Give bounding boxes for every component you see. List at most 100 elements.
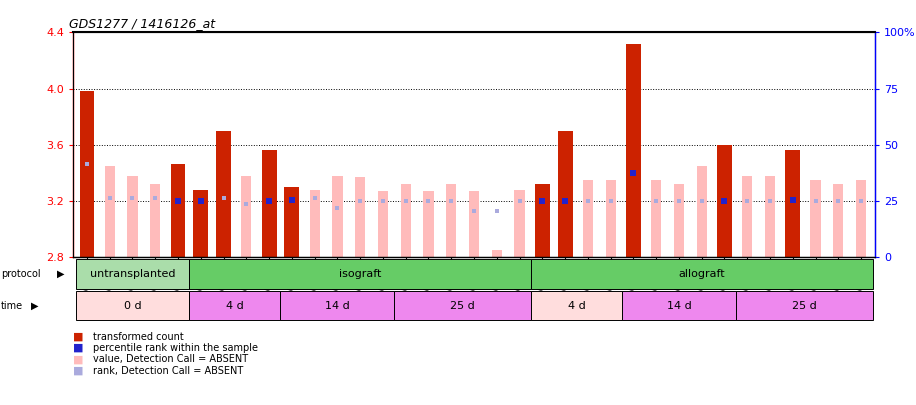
Bar xyxy=(355,177,365,257)
Bar xyxy=(535,184,550,257)
Bar xyxy=(423,191,433,257)
Text: 4 d: 4 d xyxy=(568,301,585,311)
Bar xyxy=(651,180,661,257)
Text: 4 d: 4 d xyxy=(226,301,244,311)
Text: ▶: ▶ xyxy=(57,269,64,279)
Bar xyxy=(856,180,867,257)
Bar xyxy=(605,180,616,257)
Point xyxy=(216,195,231,201)
Point xyxy=(80,161,94,168)
Point xyxy=(604,198,618,204)
Point xyxy=(262,198,277,204)
Bar xyxy=(531,259,873,289)
Bar xyxy=(377,191,388,257)
Point xyxy=(285,196,300,203)
Text: 25 d: 25 d xyxy=(791,301,816,311)
Point xyxy=(330,205,344,211)
Text: isograft: isograft xyxy=(339,269,381,279)
Text: ■: ■ xyxy=(73,366,83,375)
Text: ■: ■ xyxy=(73,332,83,341)
Point xyxy=(444,198,459,204)
Point xyxy=(808,198,823,204)
Bar xyxy=(492,250,502,257)
Point xyxy=(627,170,641,176)
Point xyxy=(489,208,504,214)
Bar xyxy=(583,180,593,257)
Bar xyxy=(80,92,94,257)
Bar xyxy=(333,176,343,257)
Bar xyxy=(190,259,531,289)
Bar xyxy=(515,190,525,257)
Bar xyxy=(531,291,622,320)
Bar xyxy=(280,291,394,320)
Text: ■: ■ xyxy=(73,354,83,364)
Bar xyxy=(216,131,231,257)
Text: percentile rank within the sample: percentile rank within the sample xyxy=(93,343,258,353)
Bar xyxy=(104,166,114,257)
Bar xyxy=(75,291,190,320)
Text: allograft: allograft xyxy=(679,269,725,279)
Bar xyxy=(742,176,752,257)
Point xyxy=(671,198,686,204)
Point xyxy=(398,198,413,204)
Point xyxy=(170,198,185,204)
Text: value, Detection Call = ABSENT: value, Detection Call = ABSENT xyxy=(93,354,248,364)
Bar xyxy=(626,44,641,257)
Bar xyxy=(765,176,775,257)
Point xyxy=(466,208,482,214)
Text: 14 d: 14 d xyxy=(325,301,350,311)
Bar xyxy=(400,184,411,257)
Point xyxy=(763,198,778,204)
Bar xyxy=(622,291,736,320)
Point xyxy=(694,198,709,204)
Bar xyxy=(127,176,137,257)
Bar xyxy=(170,164,185,257)
Bar xyxy=(193,190,208,257)
Point xyxy=(376,198,390,204)
Bar xyxy=(736,291,873,320)
Text: time: time xyxy=(1,301,23,311)
Point xyxy=(193,198,208,204)
Text: rank, Detection Call = ABSENT: rank, Detection Call = ABSENT xyxy=(93,366,244,375)
Point xyxy=(717,198,732,204)
Point xyxy=(649,198,663,204)
Bar xyxy=(446,184,456,257)
Bar xyxy=(834,184,844,257)
Bar xyxy=(262,150,277,257)
Text: protocol: protocol xyxy=(1,269,40,279)
Text: transformed count: transformed count xyxy=(93,332,184,341)
Bar xyxy=(811,180,821,257)
Point xyxy=(535,198,550,204)
Point xyxy=(512,198,527,204)
Point xyxy=(147,195,162,201)
Bar xyxy=(558,131,572,257)
Text: 14 d: 14 d xyxy=(667,301,692,311)
Point xyxy=(307,195,322,201)
Text: ■: ■ xyxy=(73,343,83,353)
Bar xyxy=(394,291,531,320)
Point xyxy=(831,198,845,204)
Bar xyxy=(75,259,190,289)
Point xyxy=(125,195,140,201)
Point xyxy=(558,198,572,204)
Point xyxy=(239,200,254,207)
Bar xyxy=(674,184,684,257)
Point xyxy=(421,198,436,204)
Point xyxy=(740,198,755,204)
Bar xyxy=(190,291,280,320)
Text: 0 d: 0 d xyxy=(124,301,141,311)
Bar xyxy=(241,176,252,257)
Point xyxy=(103,195,117,201)
Bar xyxy=(285,187,300,257)
Bar xyxy=(469,191,479,257)
Text: ▶: ▶ xyxy=(31,301,38,311)
Text: GDS1277 / 1416126_at: GDS1277 / 1416126_at xyxy=(70,17,215,30)
Text: 25 d: 25 d xyxy=(451,301,475,311)
Text: untransplanted: untransplanted xyxy=(90,269,175,279)
Bar xyxy=(696,166,707,257)
Bar xyxy=(717,145,732,257)
Bar xyxy=(310,190,320,257)
Point xyxy=(854,198,868,204)
Point xyxy=(581,198,595,204)
Bar xyxy=(150,184,160,257)
